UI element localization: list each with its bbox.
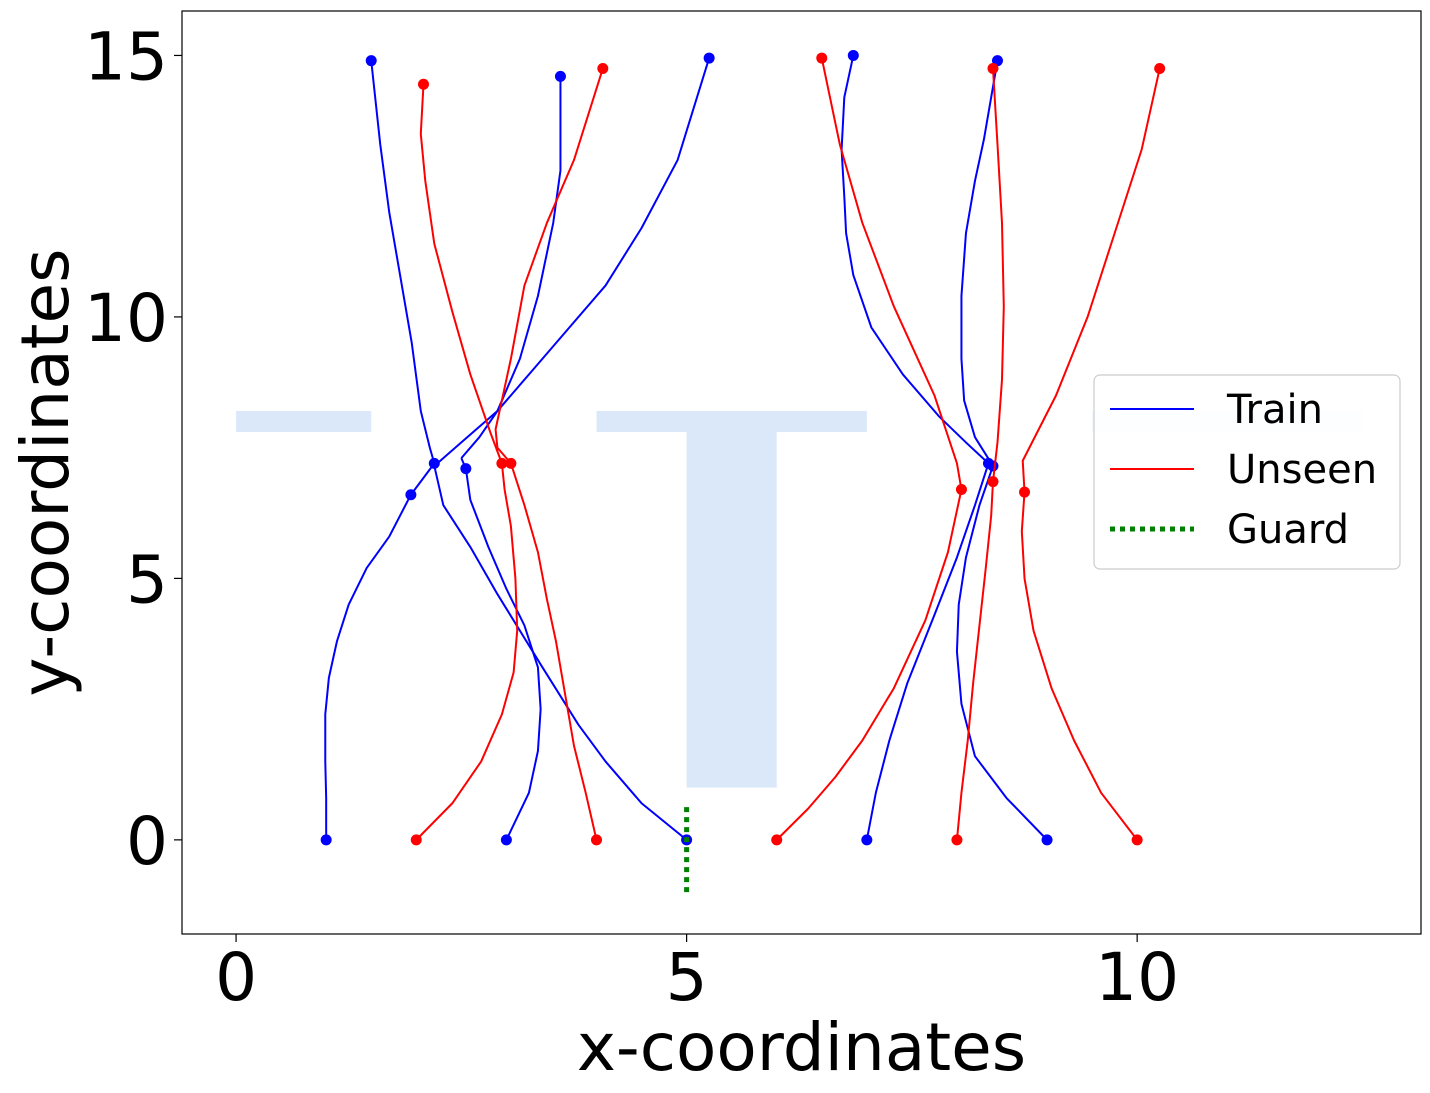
unseen-trajectory-line-14 — [494, 68, 604, 465]
train-trajectory-line-8 — [840, 55, 990, 465]
unseen-point-15-1 — [771, 834, 783, 846]
y-tick-label: 15 — [84, 18, 168, 95]
unseen-trajectory-line-13 — [509, 463, 598, 841]
unseen-trajectory-line-20 — [1021, 68, 1161, 493]
trajectory-series — [320, 49, 1166, 846]
x-tick-label: 10 — [1095, 939, 1179, 1016]
train-point-4-1 — [554, 70, 566, 82]
train-point-1-2 — [405, 489, 417, 501]
train-trajectory-line-9 — [955, 465, 1048, 841]
unseen-point-19-1 — [1131, 834, 1143, 846]
unseen-point-17-1 — [951, 834, 963, 846]
unseen-trajectory-line-16 — [820, 57, 963, 490]
unseen-trajectory-line-11 — [415, 463, 519, 841]
unseen-trajectory-line-15 — [776, 489, 963, 841]
legend-label-guard: Guard — [1227, 507, 1349, 553]
x-tick-label: 0 — [215, 939, 257, 1016]
axis-ticks: 0 5 10 0 5 10 15 — [84, 18, 1179, 1016]
unseen-point-18-1 — [987, 63, 999, 75]
y-tick-label: 0 — [126, 803, 168, 880]
train-trajectory-line-5 — [433, 465, 688, 841]
unseen-point-13-1 — [591, 834, 603, 846]
plot-area-frame — [181, 10, 1422, 935]
x-tick-label: 5 — [666, 939, 708, 1016]
unseen-trajectory-line-12 — [419, 84, 503, 464]
y-axis-title: y-coordinates — [7, 248, 84, 696]
train-trajectory-line-4 — [460, 76, 562, 459]
unseen-trajectory-line-19 — [1020, 492, 1138, 841]
unseen-trajectory-line-17 — [955, 481, 994, 840]
unseen-point-20-1 — [1154, 63, 1166, 75]
unseen-trajectory-line-18 — [991, 68, 1005, 482]
train-point-3-1 — [500, 834, 512, 846]
legend-label-unseen: Unseen — [1227, 447, 1377, 493]
train-point-2-1 — [365, 55, 377, 67]
train-point-8-1 — [847, 49, 859, 61]
train-point-3-2 — [460, 463, 472, 475]
train-trajectory-line-1 — [324, 462, 436, 840]
train-point-9-1 — [1041, 834, 1053, 846]
background-shape-1 — [236, 411, 372, 432]
background-shape-3 — [686, 431, 777, 788]
train-point-7-1 — [861, 834, 873, 846]
x-axis-title: x-coordinates — [577, 1009, 1026, 1086]
train-trajectory-line-7 — [865, 463, 990, 841]
y-tick-label: 10 — [84, 280, 168, 357]
unseen-point-12-1 — [417, 78, 429, 90]
train-trajectory-line-2 — [370, 60, 436, 464]
unseen-point-14-1 — [597, 63, 609, 75]
train-point-1-1 — [320, 834, 332, 846]
train-trajectory-line-6 — [433, 57, 711, 467]
unseen-point-16-1 — [816, 52, 828, 64]
legend: Train Unseen Guard — [1093, 374, 1401, 570]
background-shape-2 — [596, 411, 867, 432]
train-trajectory-line-3 — [460, 457, 542, 841]
legend-label-train: Train — [1226, 387, 1323, 433]
train-trajectory-line-10 — [960, 60, 999, 467]
legend-box — [1093, 374, 1401, 570]
unseen-point-11-1 — [410, 834, 422, 846]
train-point-6-1 — [703, 52, 715, 64]
y-tick-label: 5 — [126, 541, 168, 618]
